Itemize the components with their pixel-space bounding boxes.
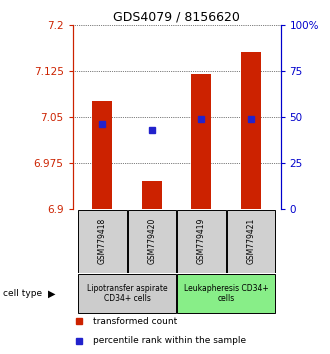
- Text: ▶: ▶: [48, 289, 55, 298]
- Bar: [177, 274, 275, 313]
- Text: cell type: cell type: [3, 289, 43, 298]
- Bar: [241, 52, 261, 209]
- Text: GSM779419: GSM779419: [197, 218, 206, 264]
- Bar: [78, 210, 127, 273]
- Text: Lipotransfer aspirate
CD34+ cells: Lipotransfer aspirate CD34+ cells: [87, 284, 167, 303]
- Bar: [78, 274, 176, 313]
- Bar: [142, 181, 162, 209]
- Text: GSM779420: GSM779420: [147, 218, 156, 264]
- Text: GSM779418: GSM779418: [98, 218, 107, 264]
- Bar: [191, 74, 211, 209]
- Bar: [92, 102, 112, 209]
- Bar: [127, 210, 176, 273]
- Text: percentile rank within the sample: percentile rank within the sample: [93, 336, 247, 346]
- Text: transformed count: transformed count: [93, 316, 178, 326]
- Text: GSM779421: GSM779421: [246, 218, 255, 264]
- Text: Leukapheresis CD34+
cells: Leukapheresis CD34+ cells: [184, 284, 268, 303]
- Bar: [177, 210, 226, 273]
- Title: GDS4079 / 8156620: GDS4079 / 8156620: [113, 11, 240, 24]
- Bar: [226, 210, 275, 273]
